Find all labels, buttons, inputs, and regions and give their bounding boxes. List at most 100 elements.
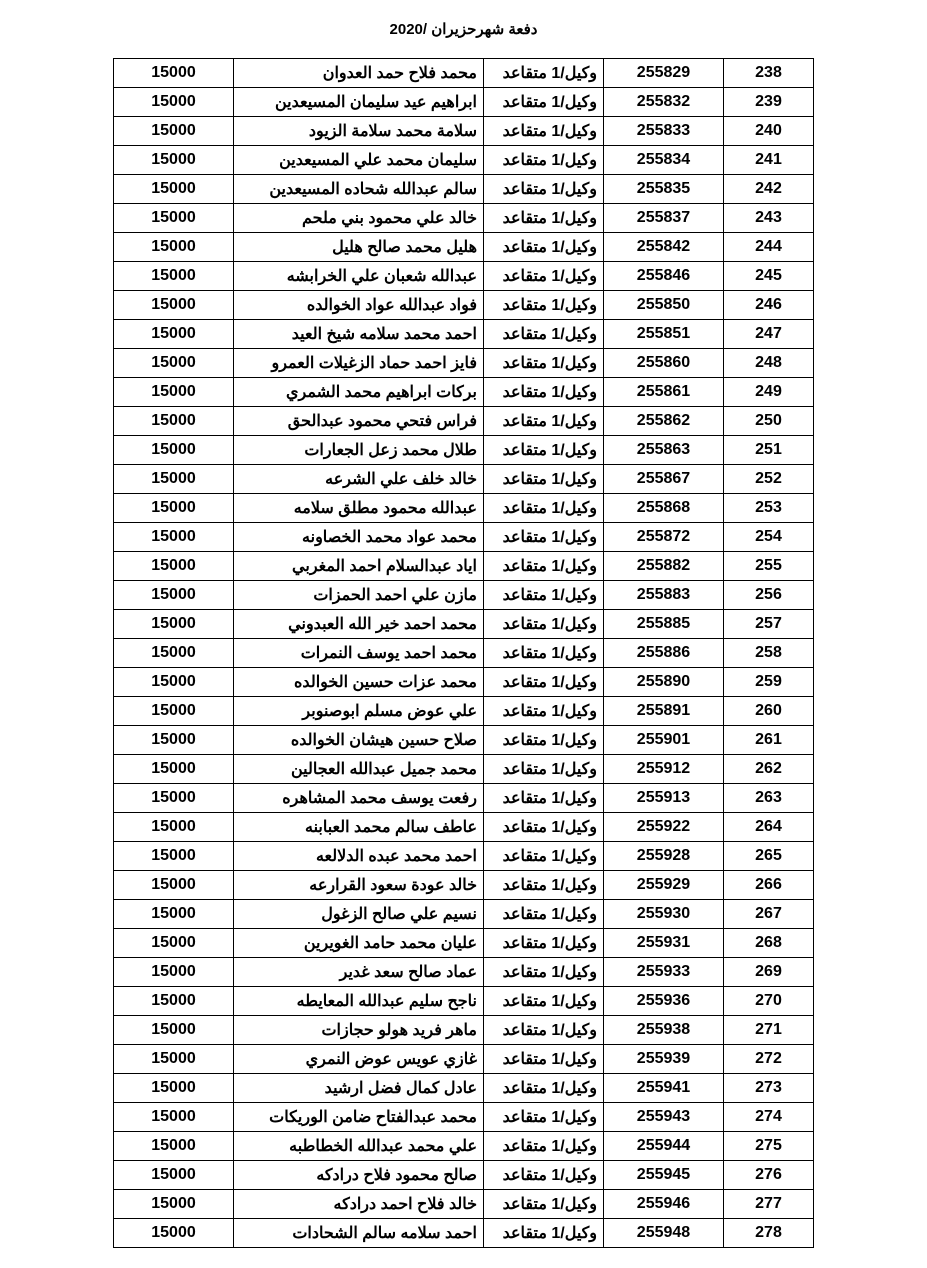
- cell-id: 255862: [604, 407, 724, 436]
- cell-amount: 15000: [114, 1190, 234, 1219]
- cell-amount: 15000: [114, 204, 234, 233]
- cell-name: خالد خلف علي الشرعه: [234, 465, 484, 494]
- cell-id: 255842: [604, 233, 724, 262]
- cell-amount: 15000: [114, 1045, 234, 1074]
- cell-id: 255929: [604, 871, 724, 900]
- cell-name: محمد احمد خير الله العبدوني: [234, 610, 484, 639]
- cell-id: 255933: [604, 958, 724, 987]
- cell-id: 255946: [604, 1190, 724, 1219]
- cell-id: 255890: [604, 668, 724, 697]
- cell-seq: 241: [724, 146, 814, 175]
- cell-amount: 15000: [114, 987, 234, 1016]
- cell-amount: 15000: [114, 842, 234, 871]
- table-row: 254255872وكيل/1 متقاعدمحمد عواد محمد الخ…: [114, 523, 814, 552]
- cell-rank: وكيل/1 متقاعد: [484, 610, 604, 639]
- page-title: دفعة شهرحزيران /2020: [20, 20, 907, 38]
- table-row: 267255930وكيل/1 متقاعدنسيم علي صالح الزغ…: [114, 900, 814, 929]
- cell-amount: 15000: [114, 1132, 234, 1161]
- cell-id: 255930: [604, 900, 724, 929]
- cell-name: محمد احمد يوسف النمرات: [234, 639, 484, 668]
- cell-rank: وكيل/1 متقاعد: [484, 465, 604, 494]
- cell-name: علي محمد عبدالله الخطاطبه: [234, 1132, 484, 1161]
- cell-seq: 249: [724, 378, 814, 407]
- cell-id: 255931: [604, 929, 724, 958]
- cell-rank: وكيل/1 متقاعد: [484, 378, 604, 407]
- cell-amount: 15000: [114, 233, 234, 262]
- table-row: 238255829وكيل/1 متقاعدمحمد فلاح حمد العد…: [114, 59, 814, 88]
- cell-rank: وكيل/1 متقاعد: [484, 407, 604, 436]
- cell-seq: 238: [724, 59, 814, 88]
- table-row: 252255867وكيل/1 متقاعدخالد خلف علي الشرع…: [114, 465, 814, 494]
- cell-name: احمد محمد سلامه شيخ العيد: [234, 320, 484, 349]
- cell-id: 255943: [604, 1103, 724, 1132]
- cell-rank: وكيل/1 متقاعد: [484, 755, 604, 784]
- cell-name: مازن علي احمد الحمزات: [234, 581, 484, 610]
- cell-name: عليان محمد حامد الغويرين: [234, 929, 484, 958]
- cell-name: عبدالله محمود مطلق سلامه: [234, 494, 484, 523]
- cell-rank: وكيل/1 متقاعد: [484, 233, 604, 262]
- table-row: 261255901وكيل/1 متقاعدصلاح حسين هيشان ال…: [114, 726, 814, 755]
- table-row: 240255833وكيل/1 متقاعدسلامة محمد سلامة ا…: [114, 117, 814, 146]
- cell-id: 255872: [604, 523, 724, 552]
- cell-name: سليمان محمد علي المسيعدين: [234, 146, 484, 175]
- cell-seq: 272: [724, 1045, 814, 1074]
- cell-name: خالد عودة سعود القرارعه: [234, 871, 484, 900]
- cell-rank: وكيل/1 متقاعد: [484, 987, 604, 1016]
- cell-rank: وكيل/1 متقاعد: [484, 1045, 604, 1074]
- cell-name: علي عوض مسلم ابوصنوبر: [234, 697, 484, 726]
- cell-amount: 15000: [114, 407, 234, 436]
- cell-seq: 267: [724, 900, 814, 929]
- cell-rank: وكيل/1 متقاعد: [484, 204, 604, 233]
- table-row: 247255851وكيل/1 متقاعداحمد محمد سلامه شي…: [114, 320, 814, 349]
- cell-amount: 15000: [114, 929, 234, 958]
- cell-name: سلامة محمد سلامة الزيود: [234, 117, 484, 146]
- cell-name: محمد جميل عبدالله العجالين: [234, 755, 484, 784]
- cell-name: عبدالله شعبان علي الخرابشه: [234, 262, 484, 291]
- cell-rank: وكيل/1 متقاعد: [484, 1132, 604, 1161]
- cell-id: 255882: [604, 552, 724, 581]
- cell-id: 255936: [604, 987, 724, 1016]
- cell-rank: وكيل/1 متقاعد: [484, 262, 604, 291]
- table-row: 270255936وكيل/1 متقاعدناجح سليم عبدالله …: [114, 987, 814, 1016]
- cell-seq: 239: [724, 88, 814, 117]
- cell-rank: وكيل/1 متقاعد: [484, 900, 604, 929]
- cell-seq: 274: [724, 1103, 814, 1132]
- cell-seq: 251: [724, 436, 814, 465]
- cell-amount: 15000: [114, 88, 234, 117]
- cell-id: 255846: [604, 262, 724, 291]
- cell-rank: وكيل/1 متقاعد: [484, 581, 604, 610]
- cell-id: 255885: [604, 610, 724, 639]
- table-row: 260255891وكيل/1 متقاعدعلي عوض مسلم ابوصن…: [114, 697, 814, 726]
- cell-rank: وكيل/1 متقاعد: [484, 1161, 604, 1190]
- cell-amount: 15000: [114, 59, 234, 88]
- table-row: 276255945وكيل/1 متقاعدصالح محمود فلاح در…: [114, 1161, 814, 1190]
- cell-id: 255835: [604, 175, 724, 204]
- cell-id: 255939: [604, 1045, 724, 1074]
- cell-rank: وكيل/1 متقاعد: [484, 929, 604, 958]
- cell-name: غازي عويس عوض النمري: [234, 1045, 484, 1074]
- cell-rank: وكيل/1 متقاعد: [484, 88, 604, 117]
- cell-seq: 247: [724, 320, 814, 349]
- cell-rank: وكيل/1 متقاعد: [484, 494, 604, 523]
- cell-amount: 15000: [114, 668, 234, 697]
- cell-seq: 246: [724, 291, 814, 320]
- cell-name: صلاح حسين هيشان الخوالده: [234, 726, 484, 755]
- cell-name: محمد عواد محمد الخصاونه: [234, 523, 484, 552]
- cell-name: فايز احمد حماد الزغيلات العمرو: [234, 349, 484, 378]
- cell-amount: 15000: [114, 900, 234, 929]
- table-row: 248255860وكيل/1 متقاعدفايز احمد حماد الز…: [114, 349, 814, 378]
- table-row: 259255890وكيل/1 متقاعدمحمد عزات حسين الخ…: [114, 668, 814, 697]
- cell-seq: 271: [724, 1016, 814, 1045]
- cell-name: احمد محمد عبده الدلالعه: [234, 842, 484, 871]
- cell-id: 255912: [604, 755, 724, 784]
- cell-name: ابراهيم عيد سليمان المسيعدين: [234, 88, 484, 117]
- cell-rank: وكيل/1 متقاعد: [484, 668, 604, 697]
- cell-seq: 245: [724, 262, 814, 291]
- cell-seq: 257: [724, 610, 814, 639]
- cell-amount: 15000: [114, 291, 234, 320]
- cell-id: 255832: [604, 88, 724, 117]
- cell-seq: 244: [724, 233, 814, 262]
- cell-name: عادل كمال فضل ارشيد: [234, 1074, 484, 1103]
- cell-id: 255945: [604, 1161, 724, 1190]
- cell-id: 255941: [604, 1074, 724, 1103]
